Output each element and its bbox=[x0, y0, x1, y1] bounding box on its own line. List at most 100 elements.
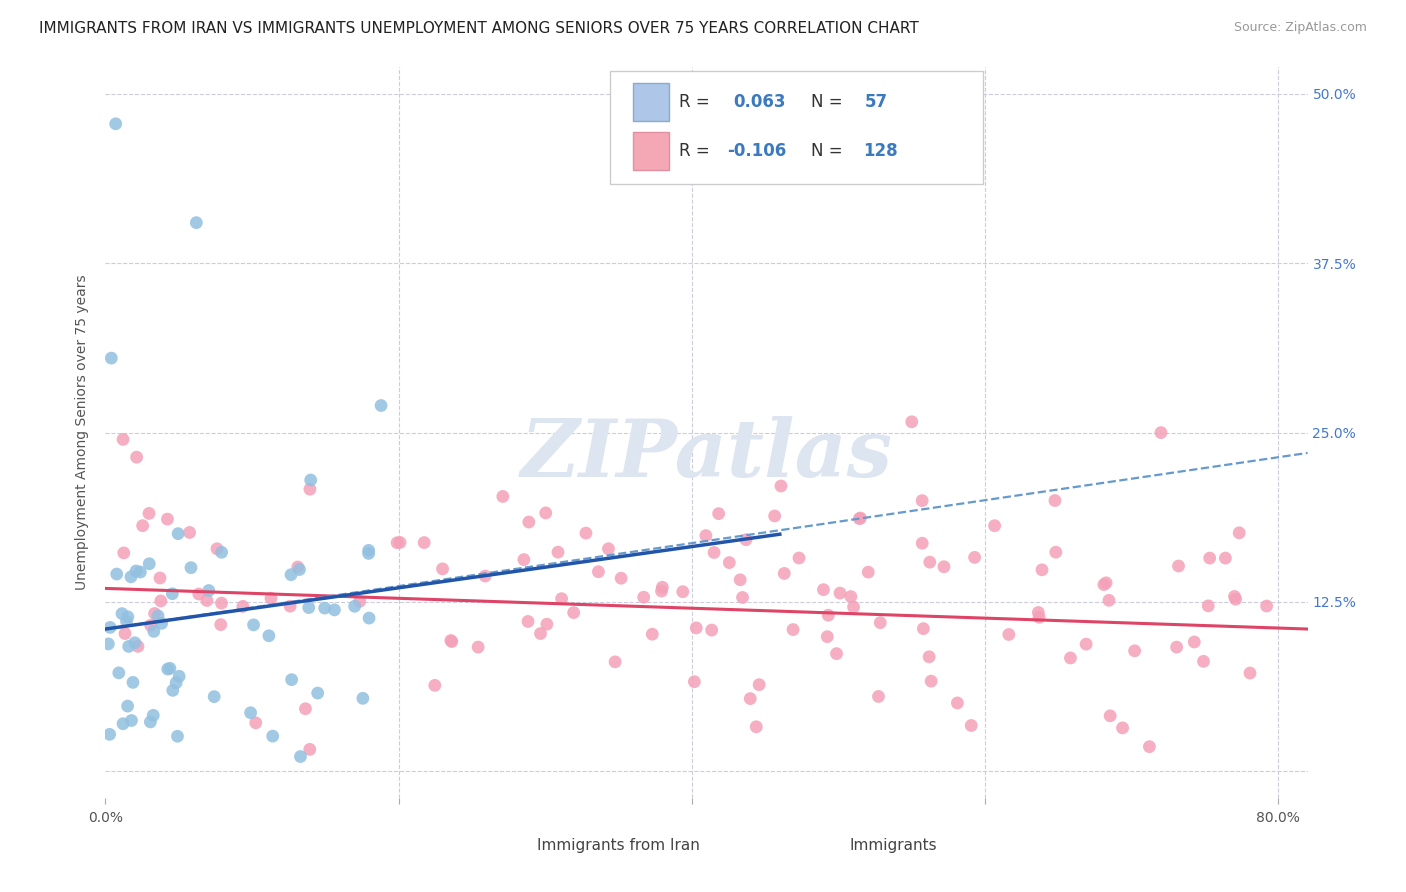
Point bbox=[603, 655, 626, 669]
Point bbox=[562, 606, 585, 620]
Point bbox=[773, 566, 796, 581]
Point bbox=[385, 535, 408, 549]
Point bbox=[1256, 599, 1278, 613]
Point bbox=[932, 559, 955, 574]
Point bbox=[1043, 493, 1066, 508]
Point bbox=[323, 603, 346, 617]
Point bbox=[815, 630, 838, 644]
Point bbox=[242, 618, 264, 632]
Point bbox=[127, 640, 149, 654]
Point bbox=[1028, 606, 1050, 620]
Point bbox=[983, 518, 1005, 533]
Point bbox=[1076, 637, 1098, 651]
Point bbox=[211, 545, 233, 559]
Point bbox=[205, 541, 228, 556]
Point bbox=[700, 623, 723, 637]
Point bbox=[440, 633, 463, 648]
FancyBboxPatch shape bbox=[808, 832, 835, 853]
Point bbox=[911, 493, 934, 508]
Point bbox=[517, 515, 540, 529]
Point bbox=[1198, 551, 1220, 566]
Point bbox=[280, 673, 302, 687]
Point bbox=[1092, 577, 1115, 591]
Point bbox=[357, 611, 380, 625]
Point bbox=[131, 518, 153, 533]
Text: R =: R = bbox=[679, 142, 710, 160]
Point bbox=[1098, 593, 1121, 607]
Text: 128: 128 bbox=[863, 142, 897, 160]
Point bbox=[912, 622, 935, 636]
Point bbox=[1059, 651, 1081, 665]
Point bbox=[707, 507, 730, 521]
Point bbox=[740, 691, 762, 706]
Point bbox=[198, 583, 221, 598]
Point bbox=[343, 599, 366, 614]
Point bbox=[125, 564, 148, 578]
Point bbox=[260, 591, 283, 606]
Point bbox=[513, 552, 536, 566]
Point bbox=[651, 580, 673, 594]
Point bbox=[288, 562, 311, 576]
Point bbox=[118, 640, 141, 654]
FancyBboxPatch shape bbox=[633, 83, 669, 121]
Point bbox=[370, 399, 392, 413]
Point bbox=[1031, 563, 1053, 577]
Point bbox=[124, 636, 146, 650]
Point bbox=[262, 729, 284, 743]
Point bbox=[828, 586, 851, 600]
Text: -0.106: -0.106 bbox=[727, 142, 786, 160]
Text: Source: ZipAtlas.com: Source: ZipAtlas.com bbox=[1233, 21, 1367, 35]
Point bbox=[1192, 654, 1215, 668]
Point bbox=[731, 591, 754, 605]
Point bbox=[1028, 610, 1050, 624]
Point bbox=[108, 665, 131, 680]
Point bbox=[149, 594, 172, 608]
Point bbox=[298, 742, 321, 756]
Point bbox=[735, 533, 758, 547]
Text: 57: 57 bbox=[865, 93, 889, 111]
Point bbox=[1225, 592, 1247, 607]
Point bbox=[125, 450, 148, 465]
Point bbox=[575, 526, 598, 541]
Point bbox=[423, 678, 446, 692]
Point bbox=[858, 565, 880, 579]
Point bbox=[122, 675, 145, 690]
Point bbox=[202, 690, 225, 704]
Point bbox=[683, 674, 706, 689]
Point bbox=[529, 626, 551, 640]
Point bbox=[187, 587, 209, 601]
Text: ZIPatlas: ZIPatlas bbox=[520, 416, 893, 493]
Point bbox=[1166, 640, 1188, 654]
Point bbox=[278, 599, 301, 614]
Point bbox=[280, 567, 302, 582]
Point bbox=[911, 536, 934, 550]
Point bbox=[179, 525, 201, 540]
Point bbox=[813, 582, 835, 597]
Point bbox=[117, 609, 139, 624]
Point bbox=[1182, 635, 1205, 649]
Point bbox=[257, 629, 280, 643]
Point bbox=[769, 479, 792, 493]
Point bbox=[1167, 559, 1189, 574]
Point bbox=[112, 716, 135, 731]
Y-axis label: Unemployment Among Seniors over 75 years: Unemployment Among Seniors over 75 years bbox=[76, 275, 90, 591]
Point bbox=[918, 649, 941, 664]
Point bbox=[1045, 545, 1067, 559]
Point bbox=[287, 560, 309, 574]
Point bbox=[117, 699, 139, 714]
Point bbox=[1197, 599, 1219, 613]
Point bbox=[114, 626, 136, 640]
Point bbox=[139, 714, 162, 729]
Point bbox=[294, 702, 316, 716]
Point bbox=[186, 216, 208, 230]
Point bbox=[143, 607, 166, 621]
Point bbox=[150, 616, 173, 631]
Point bbox=[352, 691, 374, 706]
Point bbox=[298, 600, 321, 615]
Point bbox=[1123, 644, 1146, 658]
Text: IMMIGRANTS FROM IRAN VS IMMIGRANTS UNEMPLOYMENT AMONG SENIORS OVER 75 YEARS CORR: IMMIGRANTS FROM IRAN VS IMMIGRANTS UNEMP… bbox=[39, 21, 920, 37]
Point bbox=[848, 511, 870, 525]
FancyBboxPatch shape bbox=[633, 132, 669, 169]
FancyBboxPatch shape bbox=[496, 832, 523, 853]
Point bbox=[138, 507, 160, 521]
